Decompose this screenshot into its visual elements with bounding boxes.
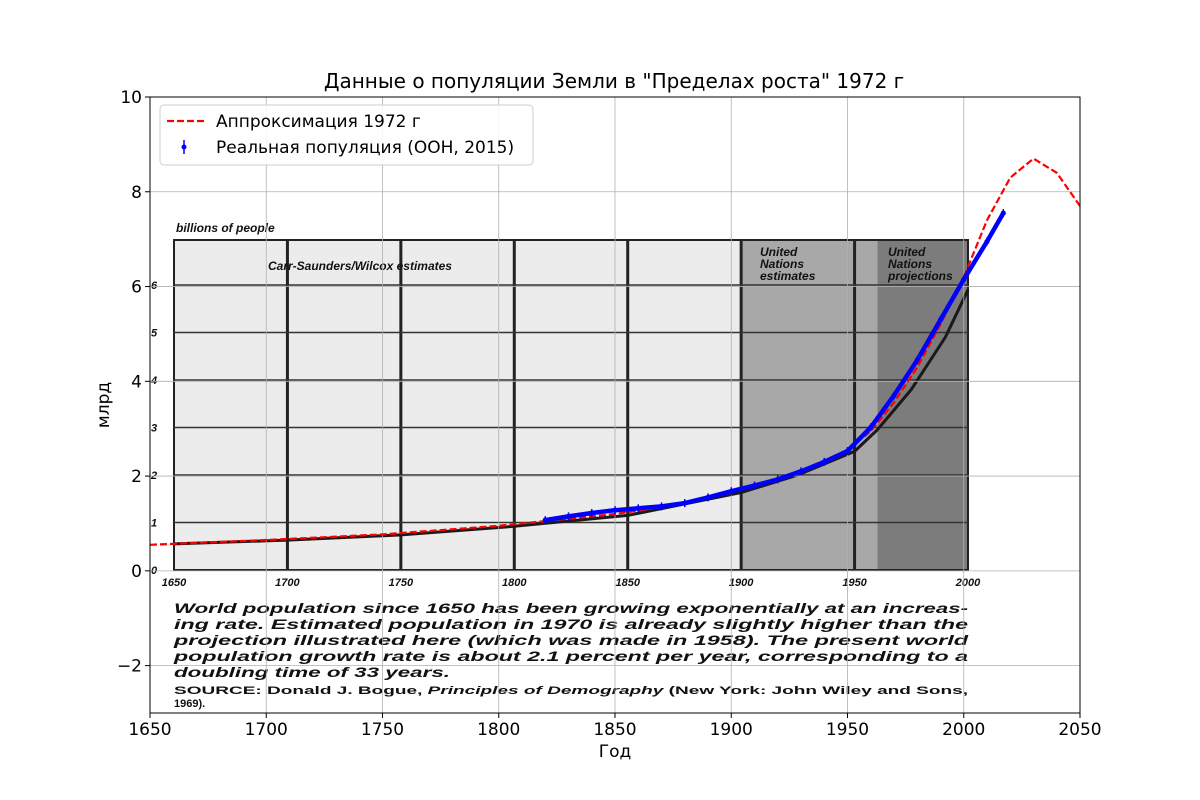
scan-x-tick-label: 1950 <box>842 577 867 589</box>
real-population-point <box>844 448 851 454</box>
scan-panel-un-estimates <box>741 240 878 570</box>
scan-x-tick-label: 1800 <box>502 577 527 589</box>
real-population-point <box>798 468 804 474</box>
scan-source-line: SOURCE: Donald J. Bogue, Principles of D… <box>174 685 968 697</box>
y-tick-label: 10 <box>120 88 142 108</box>
scan-y-tick-label: 3 <box>151 423 157 435</box>
scan-region-label: Carr-Saunders/Wilcox estimates <box>268 259 452 273</box>
scan-region-label-un-estimates: United <box>760 245 798 259</box>
legend-label-approx: Аппроксимация 1972 г <box>216 112 421 132</box>
real-population-point <box>775 476 781 482</box>
scan-source-line2: 1969). <box>174 698 205 710</box>
real-population-point <box>914 357 920 363</box>
scan-frame <box>173 239 969 571</box>
real-population-point <box>891 392 897 399</box>
real-population-point <box>821 459 827 465</box>
scan-y-tick-label: 6 <box>151 280 158 292</box>
scan-region-label-un-estimates: Nations <box>760 257 804 271</box>
x-tick-label: 1700 <box>245 720 288 740</box>
scan-y-caption: billions of people <box>176 221 275 235</box>
scan-y-tick-label: 1 <box>151 518 157 530</box>
y-tick-label: 4 <box>131 372 142 392</box>
real-population-point <box>589 510 595 516</box>
legend: Аппроксимация 1972 г Реальная популяция … <box>159 104 534 166</box>
scan-region-label-un-projections: projections <box>887 269 953 283</box>
y-axis-label: млрд <box>94 382 114 428</box>
real-population-point <box>984 238 990 245</box>
scan-caption-line: ing rate. Estimated population in 1970 i… <box>174 617 968 633</box>
real-population-point <box>542 517 548 523</box>
y-tick-label: 0 <box>131 562 142 582</box>
axis-ticks: 1650 1700 1750 1800 1850 1900 1950 2000 2050 −2 0 2… <box>117 88 1102 740</box>
x-tick-label: 1750 <box>361 720 404 740</box>
chart-title: Данные о популяции Земли в "Пределах рос… <box>324 69 904 93</box>
scan-region-label-un-projections: United <box>888 245 926 259</box>
grid <box>150 97 1080 713</box>
scan-source-title: Principles of Demography <box>428 685 665 697</box>
real-population-point <box>565 513 572 519</box>
x-tick-label: 1850 <box>593 720 636 740</box>
x-axis-label: Год <box>599 742 632 762</box>
real-population-point <box>635 505 641 511</box>
x-tick-label: 2000 <box>942 720 985 740</box>
scan-x-tick-label: 1650 <box>162 577 187 589</box>
y-tick-label: 6 <box>131 278 142 298</box>
legend-swatch-real <box>181 144 187 150</box>
scan-caption-line: projection illustrated here (which was m… <box>172 633 968 649</box>
x-tick-label: 2050 <box>1058 720 1101 740</box>
scan-x-tick-label: 1700 <box>275 577 300 589</box>
real-population-point <box>937 317 944 323</box>
real-population-point <box>705 494 711 500</box>
legend-box <box>159 104 534 166</box>
scan-y-tick-label: 5 <box>151 328 158 340</box>
scan-x-tick-label: 1900 <box>729 577 754 589</box>
real-population-point <box>612 507 618 513</box>
y-tick-label: 2 <box>131 467 142 487</box>
real-population-point <box>868 424 874 430</box>
y-tick-label: 8 <box>131 183 142 203</box>
scan-source-prefix: SOURCE: Donald J. Bogue, <box>174 685 428 697</box>
legend-label-real: Реальная популяция (ООН, 2015) <box>216 138 514 158</box>
scan-x-tick-label: 1850 <box>615 577 640 589</box>
scan-region-label-un-estimates: estimates <box>760 269 816 283</box>
scan-caption-line: population growth rate is about 2.1 perc… <box>172 649 968 665</box>
scan-x-tick-label: 2000 <box>955 577 981 589</box>
real-population-point <box>682 500 688 506</box>
y-tick-label: −2 <box>117 657 142 677</box>
real-population-point <box>658 503 665 510</box>
scan-panel-estimates <box>174 240 742 570</box>
scan-source-suffix: (New York: John Wiley and Sons, <box>663 685 968 697</box>
scan-caption-line: World population since 1650 has been gro… <box>174 601 968 617</box>
x-tick-label: 1800 <box>477 720 520 740</box>
scan-caption-line: doubling time of 33 years. <box>174 665 450 681</box>
scan-x-tick-label: 1750 <box>389 577 414 589</box>
real-population-point <box>1000 210 1006 216</box>
series-group <box>149 157 1081 546</box>
x-tick-label: 1900 <box>710 720 753 740</box>
scan-region-label-un-projections: Nations <box>888 257 932 271</box>
real-population-point <box>751 482 758 489</box>
real-population-point <box>728 488 734 494</box>
x-tick-label: 1950 <box>826 720 869 740</box>
real-population-point <box>961 276 967 283</box>
x-tick-label: 1650 <box>128 720 171 740</box>
